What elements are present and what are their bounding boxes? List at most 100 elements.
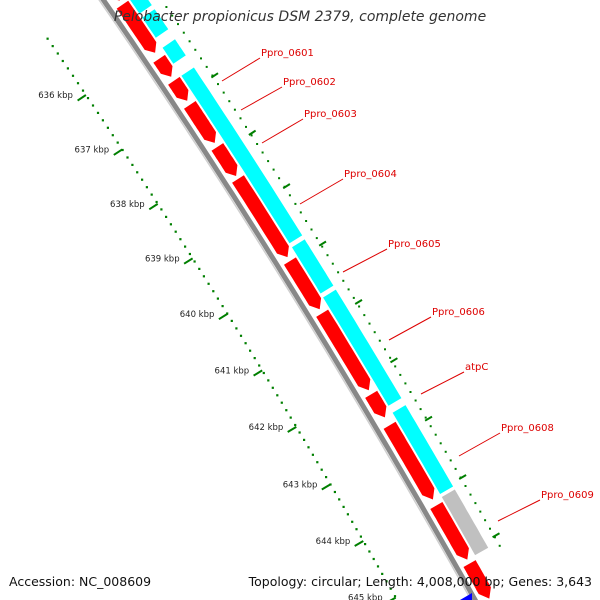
outer-tick-dot <box>347 288 350 291</box>
ruler-dot <box>116 141 119 144</box>
outer-tick-dot <box>326 254 329 257</box>
outer-tick <box>424 415 433 422</box>
outer-tick <box>282 183 291 190</box>
cds-arrow <box>168 76 189 101</box>
outer-tick-dot <box>414 399 417 402</box>
ruler-dot <box>56 52 59 55</box>
position-marker <box>460 593 472 600</box>
gene-label: Ppro_0609 <box>541 490 594 501</box>
ruler-dot <box>51 45 54 48</box>
outer-tick-dot <box>211 74 214 77</box>
ruler-dot <box>244 342 247 345</box>
ruler-label: 638 kbp <box>110 200 145 210</box>
ruler-dot <box>368 550 371 553</box>
outer-tick-dot <box>419 408 422 411</box>
ruler-dot <box>91 104 95 107</box>
cds-arrow <box>184 101 216 143</box>
feature-block <box>181 67 303 244</box>
ruler-tick <box>148 203 159 211</box>
ruler-label: 637 kbp <box>75 145 110 155</box>
outer-tick-dot <box>233 108 236 111</box>
outer-tick-dot <box>315 237 318 240</box>
ruler-dot <box>221 305 224 308</box>
cds-arrow <box>116 0 157 53</box>
outer-tick-dot <box>305 220 308 222</box>
outer-tick-dot <box>489 527 491 530</box>
ruler-dot <box>333 490 336 494</box>
outer-tick-dot <box>363 314 366 317</box>
gene-label: Ppro_0603 <box>304 109 357 120</box>
outer-tick-dot <box>228 100 231 103</box>
topology-text: Topology: circular; Length: 4,008,000 bp… <box>248 574 592 589</box>
ruler-dot <box>126 156 129 159</box>
outer-tick <box>458 474 467 480</box>
ruler-dot <box>298 431 301 434</box>
map-title: Pelobacter propionicus DSM 2379, complet… <box>113 9 487 25</box>
gene-leader-line <box>299 178 344 205</box>
outer-tick-dot <box>288 194 291 197</box>
outer-tick-dot <box>493 536 496 539</box>
gene-leader-line <box>420 371 465 395</box>
ruler-dot <box>179 238 182 241</box>
ruler-dot <box>160 208 163 211</box>
ruler-dot <box>81 89 85 92</box>
outer-tick-dot <box>177 23 179 26</box>
ruler-dot <box>294 423 297 427</box>
outer-tick-dot <box>352 296 355 299</box>
outer-tick <box>354 299 363 305</box>
ruler-dot <box>316 461 319 464</box>
ruler-tick <box>321 483 331 491</box>
feature-block <box>392 405 454 494</box>
gene-label: Ppro_0601 <box>261 48 314 59</box>
genome-backbone-shadow <box>98 0 473 600</box>
ruler-label: 641 kbp <box>215 366 250 376</box>
outer-tick-dot <box>498 544 501 547</box>
ruler-tick <box>218 313 228 321</box>
outer-tick <box>318 240 327 247</box>
ruler-tick <box>253 369 263 377</box>
outer-tick-dot <box>368 322 371 325</box>
gene-leader-line <box>497 499 541 522</box>
ruler-dot <box>71 74 75 77</box>
gene-label: Ppro_0608 <box>501 423 554 434</box>
outer-tick-dot <box>182 31 185 34</box>
ruler-dot <box>76 82 80 85</box>
cds-arrow <box>430 502 469 560</box>
gene-label: Ppro_0606 <box>432 307 485 318</box>
ruler-dot <box>121 148 124 152</box>
gene-label: atpC <box>465 362 488 373</box>
cds-arrow <box>316 309 371 391</box>
ruler-dot <box>111 134 114 137</box>
gene-leader-line <box>240 86 283 111</box>
outer-tick-dot <box>310 228 313 231</box>
ruler-dot <box>385 580 388 583</box>
outer-tick-dot <box>267 160 270 163</box>
ruler-dot <box>226 312 229 315</box>
ruler-dot <box>276 394 279 397</box>
cds-arrow <box>232 175 289 258</box>
outer-tick-dot <box>394 365 397 368</box>
gene-leader-line <box>458 432 501 457</box>
outer-tick-dot <box>299 211 302 214</box>
outer-tick-dot <box>409 391 412 393</box>
ruler-label: 640 kbp <box>180 310 215 320</box>
ruler-tick <box>287 426 297 433</box>
outer-tick-dot <box>222 91 225 94</box>
ruler-label: 636 kbp <box>38 91 73 101</box>
ruler-dot <box>216 297 219 300</box>
ruler-dot <box>202 275 205 278</box>
outer-tick-dot <box>250 134 253 137</box>
outer-tick-dot <box>321 245 324 248</box>
feature-block <box>130 0 152 14</box>
outer-tick-dot <box>188 40 191 43</box>
gene-leader-line <box>221 57 261 82</box>
ruler-dot <box>253 357 256 360</box>
ruler-dot <box>96 111 100 114</box>
outer-tick-dot <box>378 339 381 342</box>
gene-leader-line <box>342 248 388 273</box>
outer-tick-dot <box>337 271 340 274</box>
ruler-dot <box>150 193 153 196</box>
ruler-dot <box>184 245 187 248</box>
ruler-dot <box>329 483 332 486</box>
